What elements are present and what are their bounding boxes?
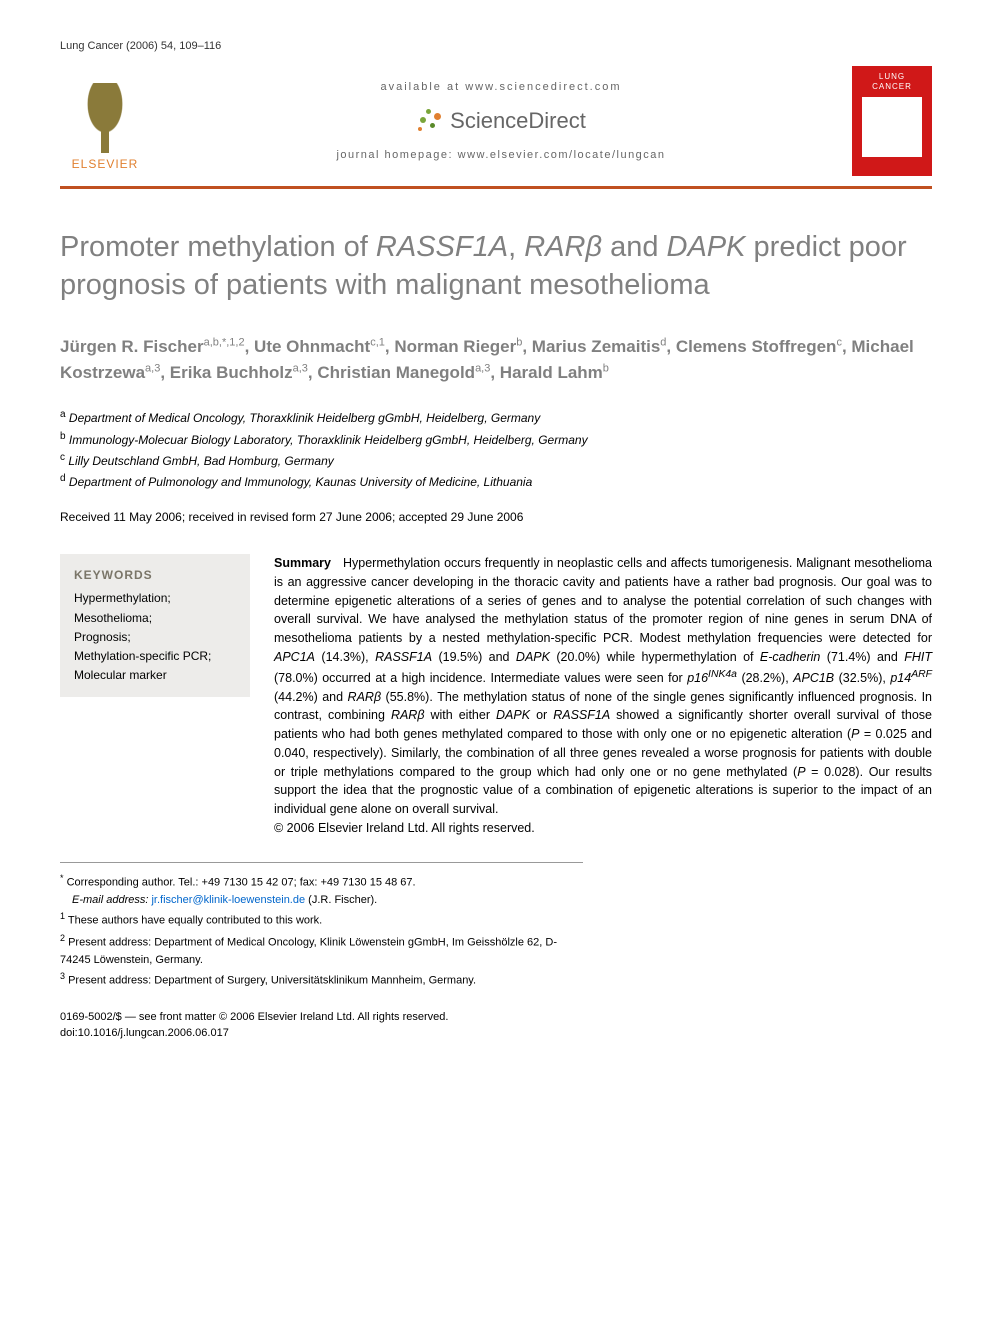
affiliation-line: d Department of Pulmonology and Immunolo…	[60, 471, 932, 492]
sciencedirect-wordmark: ScienceDirect	[450, 108, 586, 134]
affiliation-line: b Immunology-Molecuar Biology Laboratory…	[60, 429, 932, 450]
elsevier-tree-icon	[75, 83, 135, 153]
doi-line: doi:10.1016/j.lungcan.2006.06.017	[60, 1025, 932, 1042]
sciencedirect-dots-icon	[416, 107, 444, 135]
article-title: Promoter methylation of RASSF1A, RARβ an…	[60, 229, 932, 304]
issn-line: 0169-5002/$ — see front matter © 2006 El…	[60, 1009, 932, 1026]
article-dates: Received 11 May 2006; received in revise…	[60, 510, 932, 524]
affiliation-line: c Lilly Deutschland GmbH, Bad Homburg, G…	[60, 450, 932, 471]
keyword-item: Methylation-specific PCR;	[74, 647, 236, 666]
keywords-box: KEYWORDS Hypermethylation;Mesothelioma;P…	[60, 554, 250, 697]
keyword-item: Molecular marker	[74, 666, 236, 685]
keyword-item: Mesothelioma;	[74, 609, 236, 628]
footnote-3: 3 Present address: Department of Surgery…	[60, 969, 583, 990]
summary-label: Summary	[274, 556, 331, 570]
corr-author-note: * Corresponding author. Tel.: +49 7130 1…	[60, 871, 583, 892]
available-at: available at www.sciencedirect.com	[170, 81, 832, 93]
sciencedirect-logo: ScienceDirect	[416, 107, 586, 135]
corr-email-link[interactable]: jr.fischer@klinik-loewenstein.de	[151, 894, 305, 906]
keyword-item: Hypermethylation;	[74, 589, 236, 608]
keyword-item: Prognosis;	[74, 628, 236, 647]
summary-body: Hypermethylation occurs frequently in ne…	[274, 556, 932, 816]
front-matter: 0169-5002/$ — see front matter © 2006 El…	[60, 1009, 932, 1042]
affiliation-line: a Department of Medical Oncology, Thorax…	[60, 407, 932, 428]
journal-homepage: journal homepage: www.elsevier.com/locat…	[170, 149, 832, 161]
email-line: E-mail address: jr.fischer@klinik-loewen…	[60, 892, 583, 910]
running-head: Lung Cancer (2006) 54, 109–116	[60, 40, 932, 52]
masthead: ELSEVIER available at www.sciencedirect.…	[60, 66, 932, 189]
elsevier-wordmark: ELSEVIER	[72, 157, 139, 171]
homepage-url[interactable]: www.elsevier.com/locate/lungcan	[458, 149, 666, 161]
journal-cover: LUNGCANCER	[852, 66, 932, 176]
footnote-2: 2 Present address: Department of Medical…	[60, 931, 583, 970]
summary-copyright: © 2006 Elsevier Ireland Ltd. All rights …	[274, 821, 535, 835]
homepage-label: journal homepage:	[336, 149, 457, 161]
journal-cover-title: LUNGCANCER	[872, 72, 912, 91]
journal-cover-image	[862, 97, 922, 157]
elsevier-logo: ELSEVIER	[60, 71, 150, 171]
masthead-center: available at www.sciencedirect.com Scien…	[150, 81, 852, 161]
footnotes: * Corresponding author. Tel.: +49 7130 1…	[60, 862, 583, 991]
affiliations: a Department of Medical Oncology, Thorax…	[60, 407, 932, 492]
keywords-list: Hypermethylation;Mesothelioma;Prognosis;…	[74, 589, 236, 685]
footnote-1: 1 These authors have equally contributed…	[60, 909, 583, 930]
content-row: KEYWORDS Hypermethylation;Mesothelioma;P…	[60, 554, 932, 837]
author-list: Jürgen R. Fischera,b,*,1,2, Ute Ohnmacht…	[60, 334, 932, 385]
keywords-heading: KEYWORDS	[74, 566, 236, 585]
summary: SummaryHypermethylation occurs frequentl…	[274, 554, 932, 837]
